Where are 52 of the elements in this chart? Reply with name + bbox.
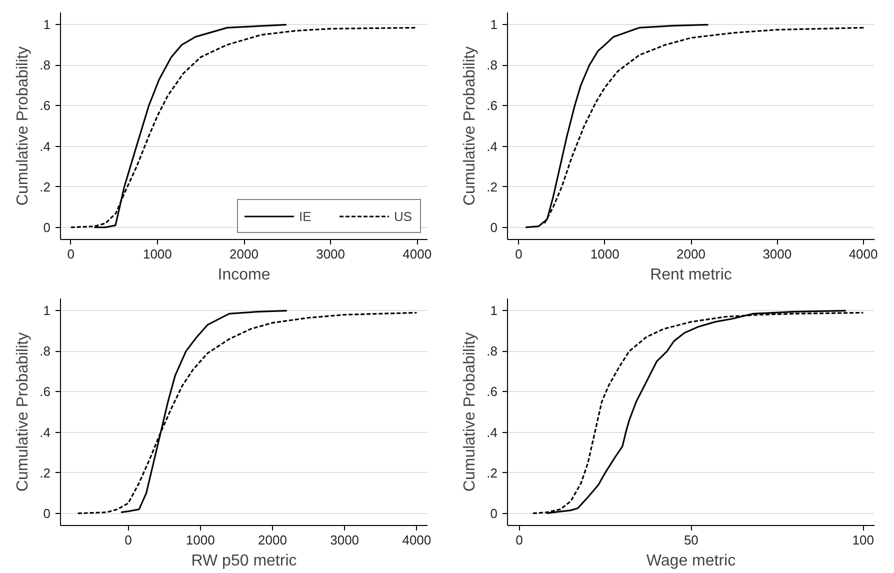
x-tick-label: 100: [852, 532, 874, 548]
legend-label: IE: [299, 208, 312, 224]
y-tick-label: .8: [40, 344, 50, 359]
x-tick-label: 4000: [402, 246, 432, 262]
y-axis-title: Cumulative Probability: [14, 46, 32, 206]
y-tick-label: .8: [486, 344, 498, 359]
x-tick-label: 2000: [676, 246, 706, 262]
y-tick-label: 1: [43, 303, 51, 318]
y-tick-label: 0: [43, 220, 51, 235]
legend-label: US: [394, 208, 414, 224]
y-tick-label: 0: [490, 506, 498, 521]
x-tick-label: 1000: [142, 246, 172, 262]
x-tick-label: 3000: [330, 532, 360, 548]
x-tick-label: 0: [67, 246, 75, 262]
x-tick-label: 4000: [402, 532, 432, 548]
y-tick-label: .8: [486, 58, 498, 73]
y-tick-label: .2: [40, 179, 50, 194]
x-tick-label: 50: [684, 532, 698, 548]
x-tick-label: 3000: [316, 246, 346, 262]
x-tick-label: 3000: [762, 246, 792, 262]
y-tick-label: .4: [40, 138, 50, 154]
y-tick-label: .6: [486, 384, 498, 400]
x-axis-title: Wage metric: [646, 552, 736, 570]
x-tick-label: 2000: [258, 532, 287, 548]
x-tick-label: 2000: [230, 246, 258, 262]
y-tick-label: .4: [40, 424, 50, 440]
y-tick-label: 1: [43, 17, 51, 32]
y-tick-label: .2: [40, 465, 50, 480]
x-tick-label: 1000: [590, 246, 620, 262]
x-tick-label: 1000: [186, 532, 215, 548]
y-tick-label: .6: [40, 384, 50, 400]
y-tick-label: .6: [40, 98, 50, 114]
x-axis-title: Income: [218, 266, 270, 284]
x-tick-label: 0: [124, 532, 132, 548]
y-tick-label: .2: [486, 465, 498, 480]
y-tick-label: .4: [486, 138, 498, 154]
x-axis-title: RW p50 metric: [191, 552, 297, 570]
y-axis-title: Cumulative Probability: [14, 332, 32, 492]
y-tick-label: .6: [486, 98, 498, 114]
x-axis-title: Rent metric: [650, 266, 732, 284]
y-tick-label: 1: [490, 17, 498, 32]
x-tick-label: 4000: [848, 246, 878, 262]
y-axis-title: Cumulative Probability: [462, 332, 479, 492]
y-tick-label: .4: [486, 424, 498, 440]
y-tick-label: 1: [490, 303, 498, 318]
y-tick-label: 0: [490, 220, 498, 235]
y-tick-label: .2: [486, 179, 498, 194]
y-tick-label: 0: [43, 506, 51, 521]
x-tick-label: 0: [515, 246, 522, 262]
y-tick-label: .8: [40, 58, 50, 73]
x-tick-label: 0: [516, 532, 523, 548]
y-axis-title: Cumulative Probability: [462, 46, 479, 206]
